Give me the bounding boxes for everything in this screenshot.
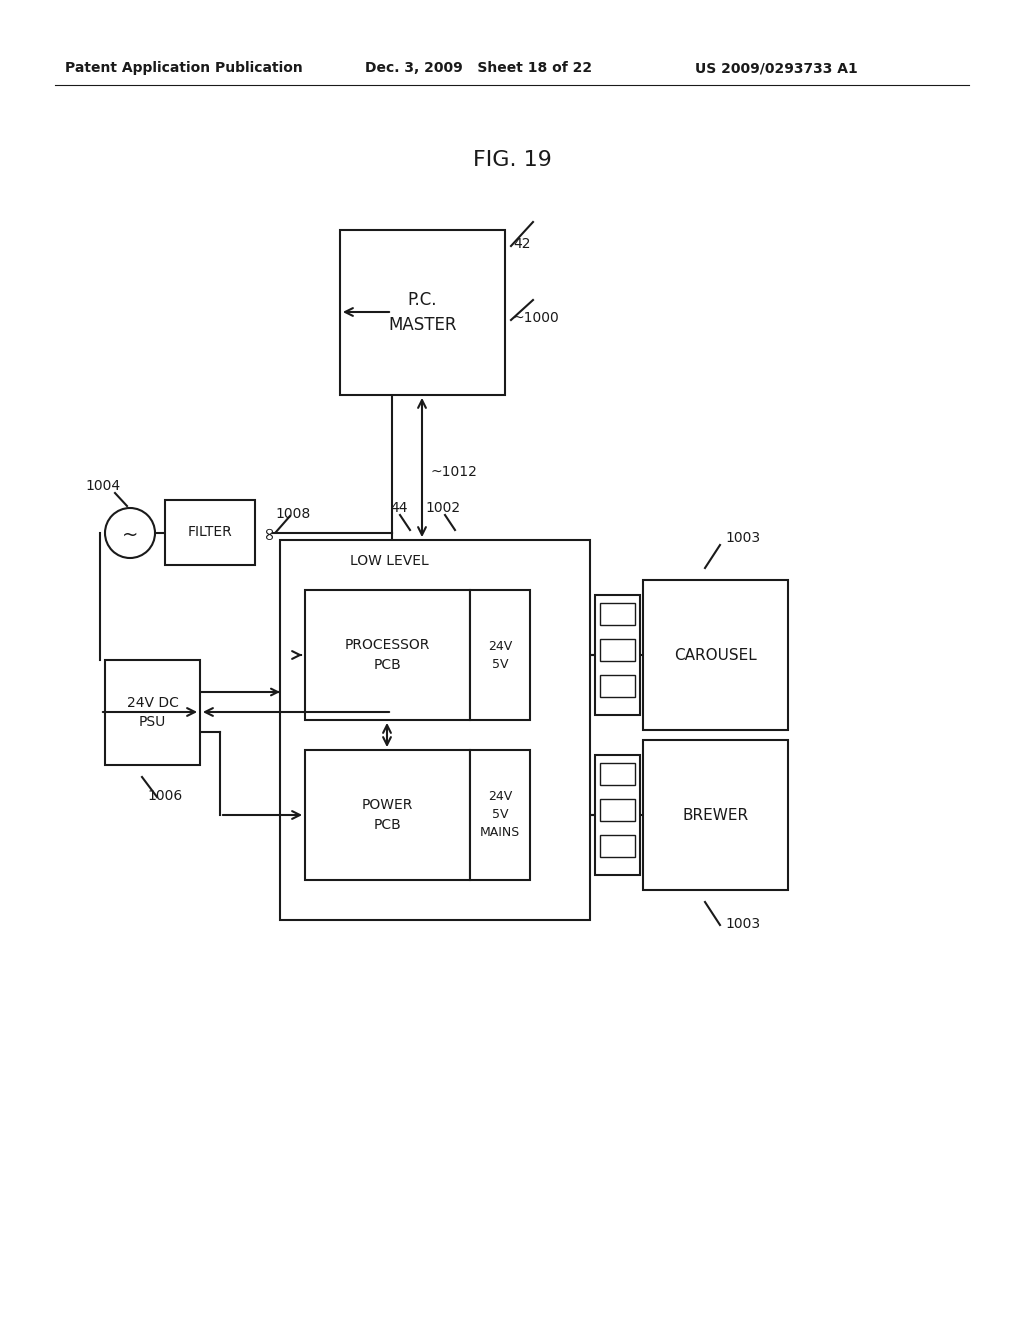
Text: US 2009/0293733 A1: US 2009/0293733 A1 [695, 61, 858, 75]
Text: PROCESSOR
PCB: PROCESSOR PCB [345, 639, 430, 672]
Text: P.C.
MASTER: P.C. MASTER [388, 290, 457, 334]
Bar [600, 799, 635, 821]
Bar [600, 639, 635, 661]
Text: ~: ~ [122, 525, 138, 544]
Text: Dec. 3, 2009   Sheet 18 of 22: Dec. 3, 2009 Sheet 18 of 22 [365, 61, 592, 75]
Text: FIG. 19: FIG. 19 [472, 150, 552, 170]
Bar [340, 230, 505, 395]
Text: 42: 42 [513, 238, 530, 251]
Text: 24V
5V: 24V 5V [487, 639, 512, 671]
Bar [600, 603, 635, 624]
Text: CAROUSEL: CAROUSEL [674, 648, 757, 663]
Bar [470, 750, 530, 880]
Bar [600, 836, 635, 857]
Text: 44: 44 [390, 502, 408, 515]
Bar [305, 750, 470, 880]
Text: FILTER: FILTER [187, 525, 232, 540]
Text: 24V DC
PSU: 24V DC PSU [127, 696, 178, 729]
Text: 1003: 1003 [725, 917, 760, 931]
Bar [600, 675, 635, 697]
Bar [595, 595, 640, 715]
Text: Patent Application Publication: Patent Application Publication [65, 61, 303, 75]
Text: 1004: 1004 [85, 479, 120, 492]
Text: 1003: 1003 [725, 531, 760, 545]
Bar [600, 763, 635, 785]
Text: BREWER: BREWER [682, 808, 749, 822]
Bar [105, 660, 200, 766]
Bar [305, 590, 470, 719]
Circle shape [105, 508, 155, 558]
Bar [470, 590, 530, 719]
Bar [280, 540, 590, 920]
Bar [643, 579, 788, 730]
Bar [165, 500, 255, 565]
Text: 1008: 1008 [275, 507, 310, 521]
Text: ~1000: ~1000 [513, 312, 560, 325]
Text: 1002: 1002 [425, 502, 460, 515]
Text: 24V
5V
MAINS: 24V 5V MAINS [480, 791, 520, 840]
Text: ~1012: ~1012 [430, 465, 477, 479]
Bar [595, 755, 640, 875]
Bar [643, 741, 788, 890]
Text: 1006: 1006 [147, 789, 182, 803]
Text: POWER
PCB: POWER PCB [361, 799, 414, 832]
Text: LOW LEVEL: LOW LEVEL [350, 554, 429, 568]
Text: ∞: ∞ [260, 524, 278, 540]
